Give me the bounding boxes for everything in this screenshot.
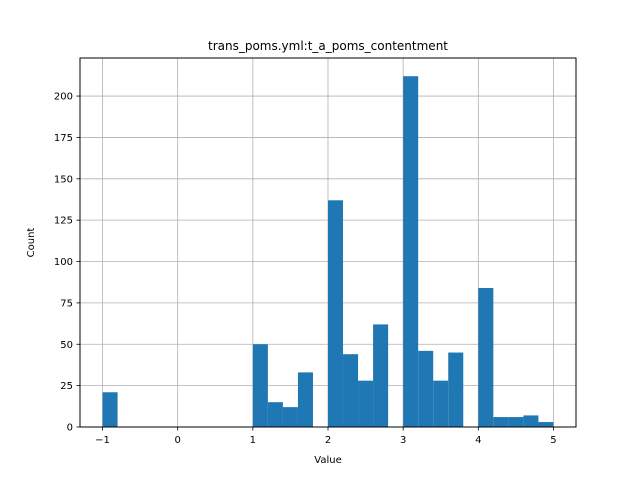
y-tick-label: 150 (54, 174, 73, 185)
y-tick-label: 50 (60, 340, 73, 351)
histogram-bar (478, 288, 494, 427)
histogram-bar (358, 380, 374, 427)
x-tick-label: −1 (95, 435, 110, 446)
y-tick-label: 100 (54, 257, 73, 268)
x-tick-label: 3 (400, 435, 406, 446)
y-tick-label: 125 (54, 216, 73, 227)
x-tick-label: 1 (250, 435, 256, 446)
x-axis-label: Value (314, 455, 341, 466)
histogram-bar (538, 422, 554, 427)
histogram-bar (448, 352, 464, 427)
x-tick-label: 4 (475, 435, 481, 446)
histogram-bar (493, 417, 509, 427)
x-tick-label: 2 (325, 435, 331, 446)
bars (102, 76, 554, 428)
histogram-bar (297, 372, 313, 427)
histogram-bar (373, 324, 389, 427)
chart-title: trans_poms.yml:t_a_poms_contentment (208, 39, 448, 53)
y-tick-label: 25 (60, 381, 73, 392)
x-tick-label: 5 (550, 435, 556, 446)
histogram-bar (328, 200, 344, 427)
histogram-bar (418, 350, 434, 427)
y-axis-ticks: 0 25 50 75 100 125 150 175 200 (54, 92, 80, 434)
y-tick-label: 75 (60, 298, 73, 309)
histogram-bar (523, 415, 539, 427)
y-tick-label: 0 (67, 423, 73, 434)
histogram-bar (433, 380, 449, 427)
y-tick-label: 200 (54, 92, 73, 103)
histogram-bar (102, 392, 118, 427)
x-tick-label: 0 (175, 435, 181, 446)
x-axis-ticks: −1 0 1 2 3 4 5 (95, 427, 557, 446)
histogram-bar (343, 354, 359, 427)
y-axis-label: Count (26, 228, 37, 258)
histogram-bar (252, 344, 268, 427)
histogram-bar (267, 402, 283, 427)
y-tick-label: 175 (54, 133, 73, 144)
histogram-bar (282, 407, 298, 427)
histogram-bar (403, 76, 419, 428)
histogram-bar (508, 417, 524, 427)
